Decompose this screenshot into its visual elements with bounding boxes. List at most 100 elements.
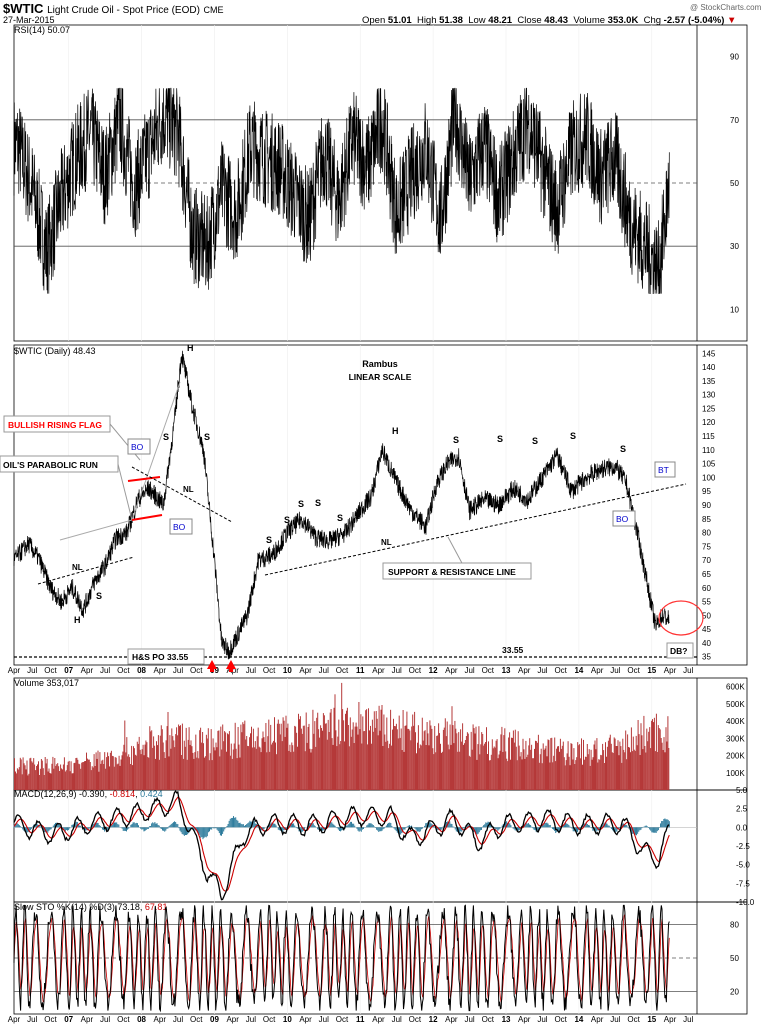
x-tick-label: 08 [137, 1015, 146, 1024]
volume-bar [62, 764, 64, 790]
volume-bar [15, 771, 16, 790]
volume-bar [629, 747, 630, 790]
volume-bar [535, 740, 536, 790]
volume-bar [260, 752, 262, 790]
volume-bar [275, 742, 276, 790]
volume-bar [73, 763, 75, 790]
volume-bar [52, 756, 54, 790]
volume-bar [433, 754, 435, 790]
price-tick-label: 125 [702, 404, 716, 413]
volume-bar [644, 746, 646, 790]
rsi-tick-label: 50 [730, 179, 739, 188]
volume-bar [222, 724, 224, 790]
x-tick-label: Oct [482, 1015, 495, 1024]
volume-bar [546, 756, 548, 790]
svg-text:BO: BO [616, 514, 629, 524]
price-frame [13, 344, 748, 666]
volume-bar [122, 751, 124, 790]
volume-bar [397, 738, 399, 790]
x-tick-label: 13 [502, 1015, 511, 1024]
volume-bar [464, 740, 466, 790]
volume-bar [173, 740, 175, 790]
volume-bar [533, 758, 535, 790]
volume-bar [246, 736, 248, 790]
volume-bar [167, 712, 169, 790]
x-tick-label: Apr [154, 666, 167, 675]
x-tick-label: Apr [81, 666, 94, 675]
volume-bar [649, 727, 651, 790]
chart-date: 27-Mar-2015 [3, 15, 55, 25]
db-ellipse [658, 600, 704, 636]
rsi-panel: RSI(14) 50.07 10 30 50 70 90 [13, 25, 739, 314]
volume-bar [15, 773, 17, 790]
volume-bar [137, 743, 139, 790]
volume-bar [338, 719, 340, 790]
volume-bar [472, 724, 474, 790]
volume-bar [437, 735, 439, 790]
volume-bar [344, 741, 345, 790]
volume-bar [564, 765, 566, 790]
volume-bar [307, 727, 309, 790]
x-tick-label: 11 [356, 666, 365, 675]
volume-bar [75, 758, 77, 790]
volume-bar [657, 725, 659, 790]
volume-tick-label: 300K [726, 734, 745, 743]
x-tick-label: Oct [44, 666, 57, 675]
x-tick-label: Jul [392, 1015, 402, 1024]
x-tick-label: Apr [226, 1015, 239, 1024]
volume-bar [500, 734, 502, 790]
volume-bar [215, 742, 217, 790]
volume-bar [309, 748, 311, 790]
parabolic-run-label: OIL'S PARABOLIC RUN [3, 460, 98, 470]
volume-bar [386, 717, 388, 790]
volume-bar [261, 738, 263, 790]
volume-bar [455, 728, 457, 790]
shoulder-label: S [96, 591, 102, 601]
volume-bar [113, 766, 115, 790]
volume-bar [197, 751, 199, 790]
volume-bar [510, 759, 511, 790]
x-tick-label: 10 [283, 1015, 292, 1024]
volume-bar [18, 767, 20, 790]
volume-bar [553, 755, 555, 790]
volume-bar [287, 723, 289, 790]
volume-bar [573, 748, 575, 790]
volume-bar [157, 745, 158, 790]
volume-bar [421, 717, 423, 790]
volume-bar [103, 764, 105, 790]
x-tick-label: Apr [518, 666, 531, 675]
volume-bar [303, 725, 305, 790]
volume-bar [56, 764, 58, 790]
volume-bar [135, 755, 137, 790]
volume-bar [580, 758, 582, 790]
volume-bar [90, 770, 92, 790]
x-tick-label: Oct [409, 1015, 422, 1024]
volume-bar [348, 746, 350, 790]
volume-bar [81, 762, 83, 790]
volume-bar [299, 719, 300, 790]
volume-bar [134, 754, 136, 790]
x-tick-label: 11 [356, 1015, 365, 1024]
volume-bar [391, 745, 393, 790]
volume-bar [405, 725, 407, 790]
volume-bar [187, 739, 189, 790]
volume-bar [656, 752, 658, 790]
volume-bar [431, 728, 433, 790]
volume-bar [317, 712, 319, 790]
volume-bar [120, 759, 122, 790]
volume-bar [551, 737, 553, 790]
volume-bar [25, 769, 27, 790]
volume-bar [331, 738, 333, 790]
watermark: @ StockCharts.com [690, 3, 762, 12]
volume-bar [257, 727, 259, 790]
volume-bar [225, 732, 227, 790]
volume-bar [44, 757, 46, 790]
volume-bar [322, 713, 324, 790]
volume-bar [76, 757, 78, 790]
volume-bar [527, 754, 529, 790]
volume-bar [82, 762, 84, 790]
volume-bar [399, 737, 401, 790]
price-tick-label: 80 [702, 529, 711, 538]
volume-bar [84, 761, 85, 790]
